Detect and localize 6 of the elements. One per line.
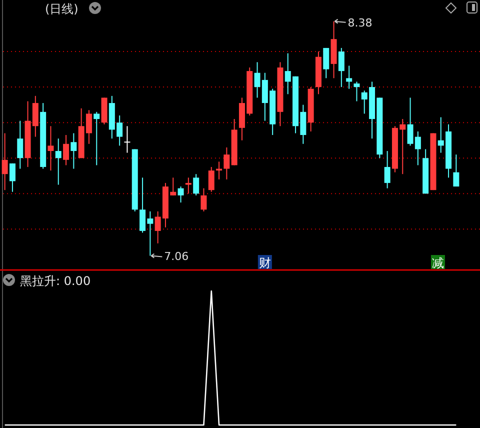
chart-title: 黑拉升: 0.00 bbox=[20, 274, 91, 288]
annotation: 财 bbox=[258, 256, 271, 270]
annotation: 7.06 bbox=[164, 250, 189, 263]
chart-title: (日线) bbox=[45, 2, 78, 16]
annotation: 减 bbox=[432, 256, 444, 270]
annotation: 8.38 bbox=[348, 16, 372, 30]
